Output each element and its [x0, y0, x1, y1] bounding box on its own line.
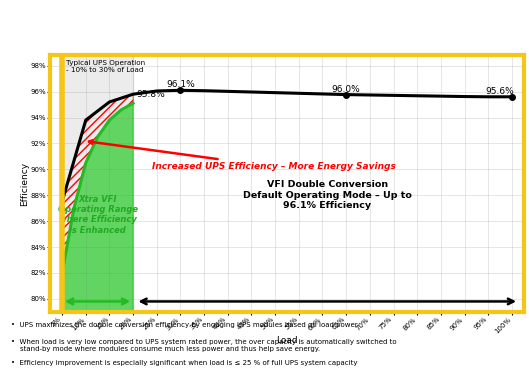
Text: Xtra VFI provides a Secure way to Significantly  Increase Efficiency in Datacent: Xtra VFI provides a Secure way to Signif… [7, 14, 522, 24]
X-axis label: Load: Load [276, 336, 298, 345]
Polygon shape [62, 103, 133, 312]
Text: 95.6%: 95.6% [486, 87, 514, 96]
Text: 96.0%: 96.0% [332, 85, 361, 94]
Text: •  Efficiency improvement is especially significant when load is ≤ 25 % of full : • Efficiency improvement is especially s… [11, 361, 357, 366]
Text: 96.1%: 96.1% [166, 80, 195, 89]
Text: 95.8%: 95.8% [136, 90, 166, 99]
Text: VFI Double Conversion
Default Operating Mode – Up to
96.1% Efficiency: VFI Double Conversion Default Operating … [243, 180, 412, 210]
Text: Xtra VFI
Operating Range
where Efficiency
is Enhanced: Xtra VFI Operating Range where Efficienc… [58, 194, 138, 235]
Text: •  When load is very low compared to UPS system rated power, the over capacity i: • When load is very low compared to UPS … [11, 339, 396, 352]
Bar [62, 55, 133, 312]
Text: Typical UPS Operation
- 10% to 30% of Load: Typical UPS Operation - 10% to 30% of Lo… [66, 60, 145, 73]
Text: do not run on Full Load: do not run on Full Load [196, 36, 333, 46]
Y-axis label: Efficiency: Efficiency [20, 162, 29, 206]
Text: •  UPS maximizes the double conversion efficiency by engaging UPS modules based : • UPS maximizes the double conversion ef… [11, 322, 357, 328]
Text: Increased UPS Efficiency – More Energy Savings: Increased UPS Efficiency – More Energy S… [89, 140, 396, 171]
